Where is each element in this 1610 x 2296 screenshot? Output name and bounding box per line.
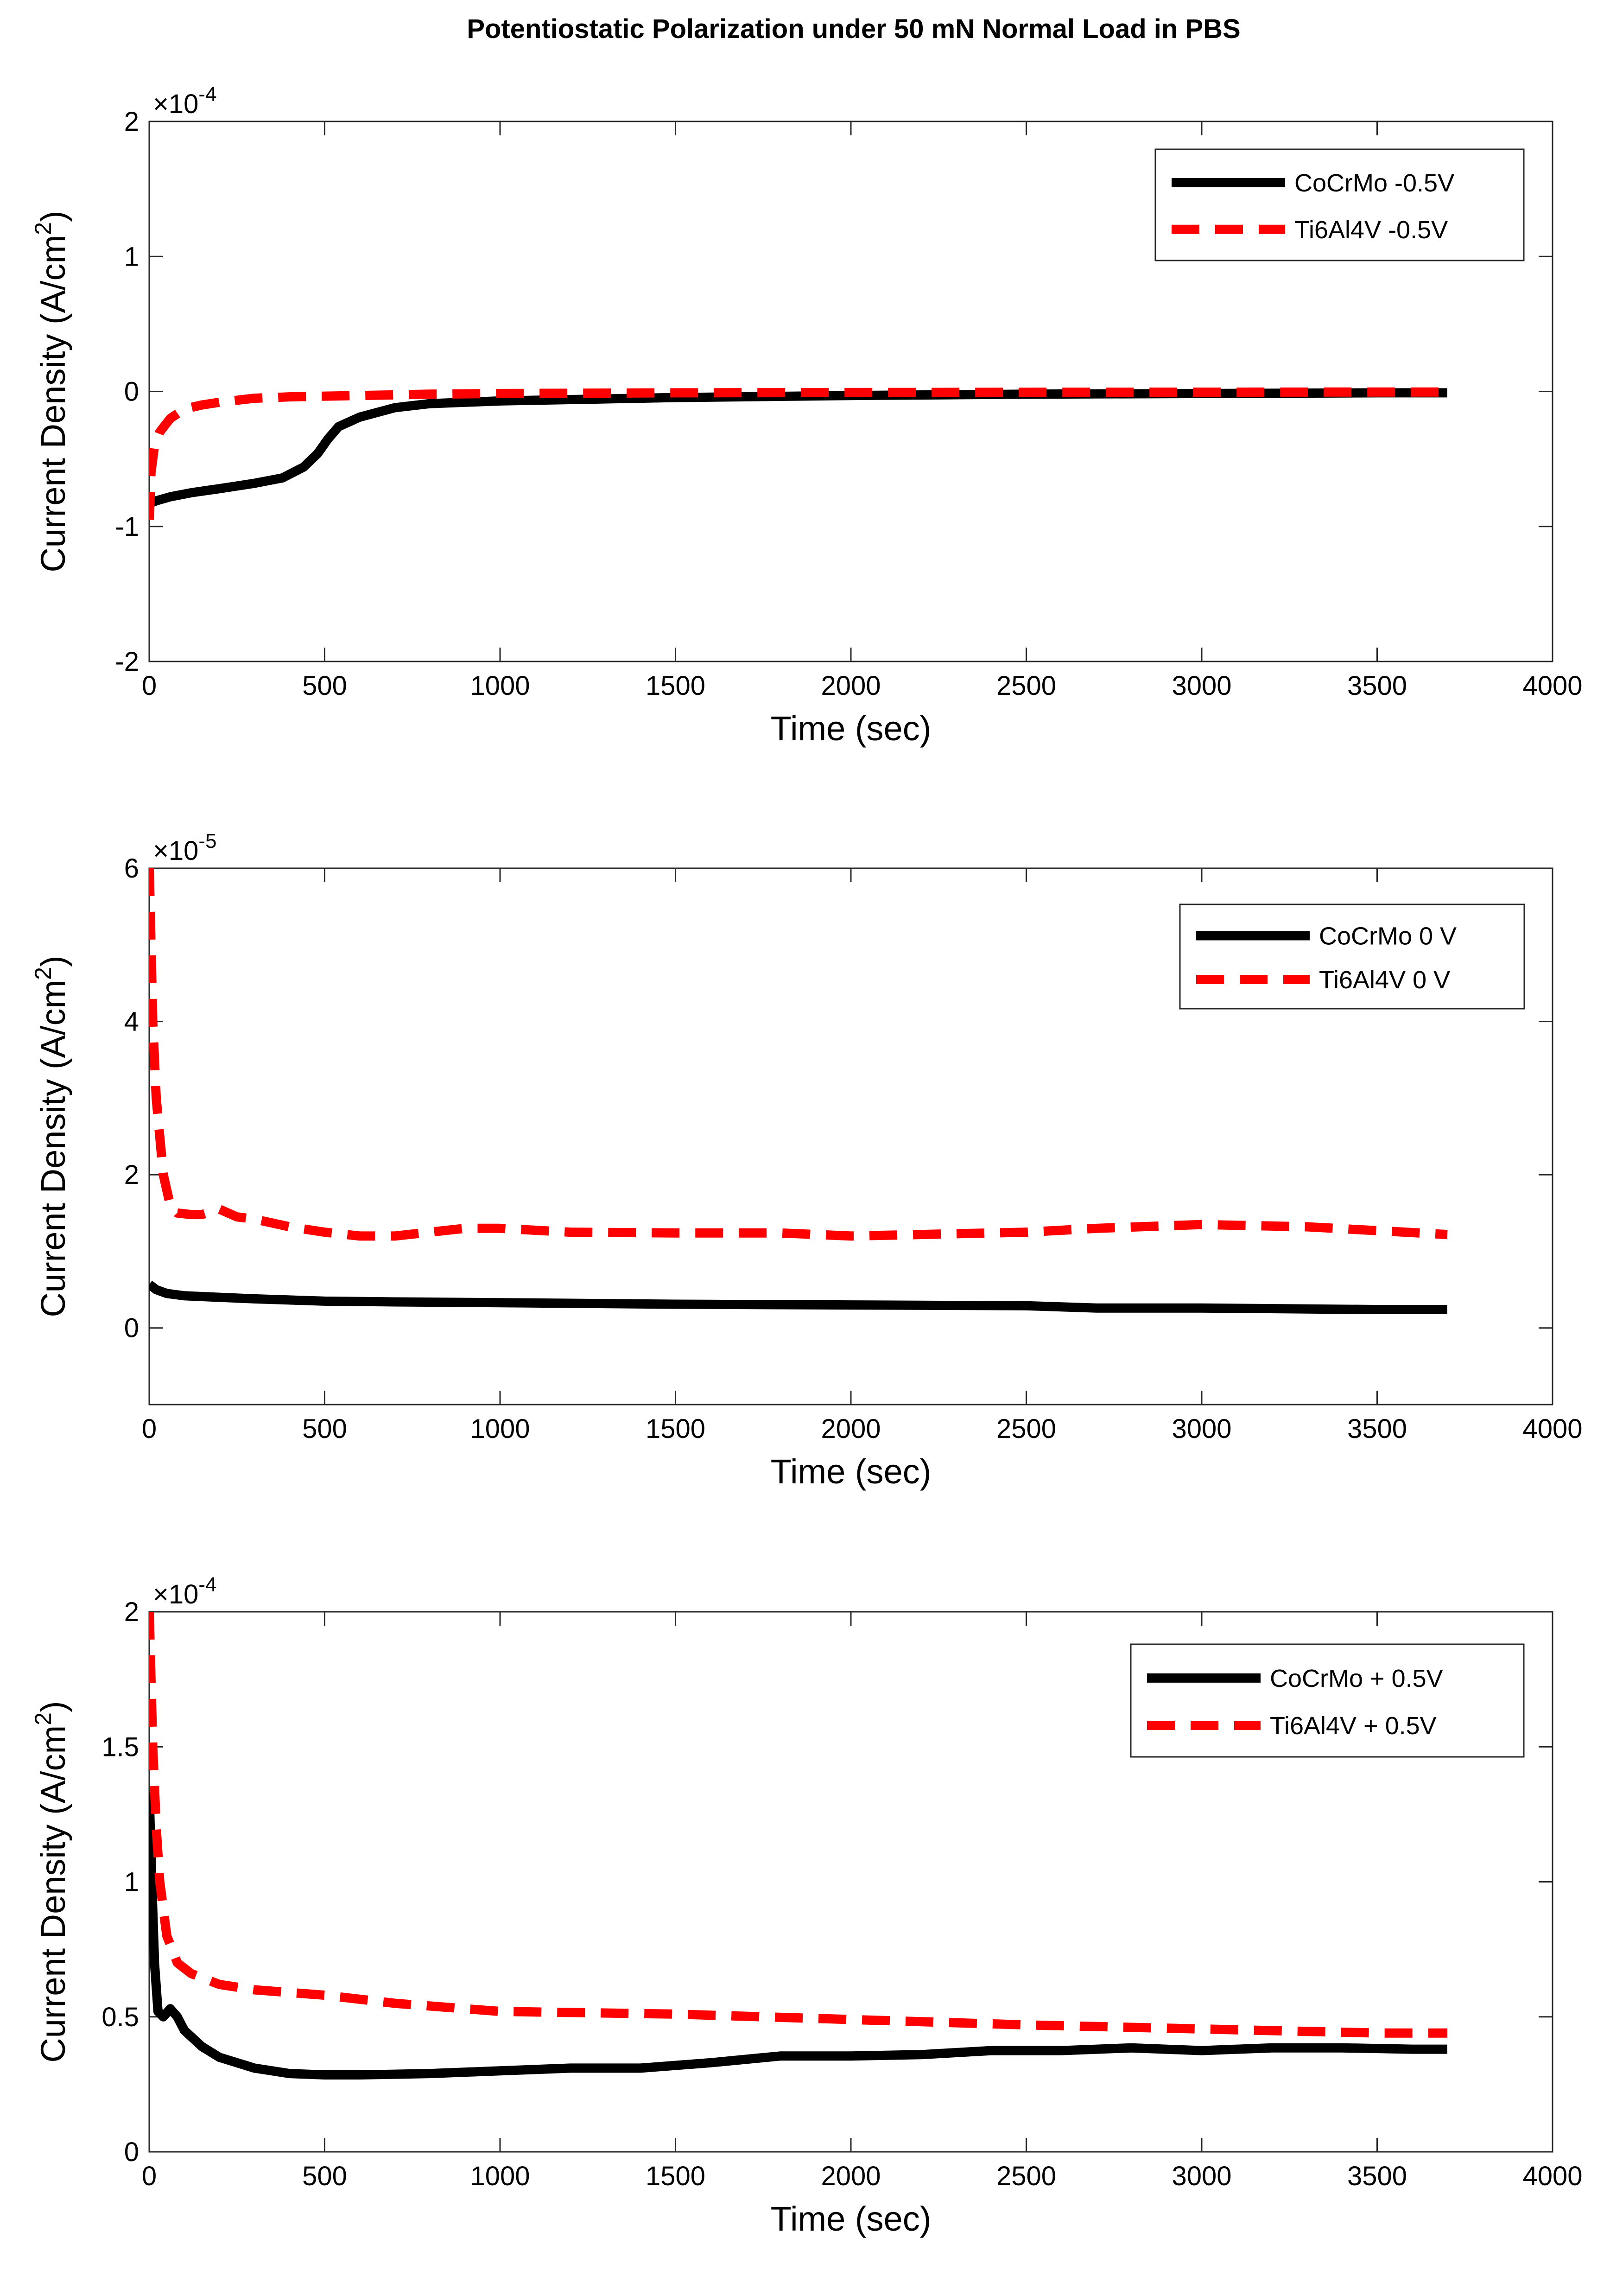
x-tick-label: 3500 — [1347, 2161, 1407, 2191]
y-tick-label: 0 — [124, 377, 139, 407]
axis-multiplier-exponent: -5 — [198, 830, 216, 852]
x-tick-label: 3500 — [1347, 1414, 1407, 1444]
x-tick-label: 2000 — [821, 2161, 881, 2191]
x-tick-label: 4000 — [1522, 1414, 1582, 1444]
series-line-ti6al4v — [149, 1612, 1447, 2038]
y-axis-label: Current Density (A/cm2) — [30, 210, 72, 572]
axis-multiplier-base: ×10 — [153, 836, 198, 866]
x-tick-label: 3500 — [1347, 671, 1407, 701]
chart-1: 0 500 1000 1500 2000 2500 3000 3500 4000 -2 -1 0 1 2 ×… — [30, 83, 1583, 748]
legend-box — [1154, 148, 1525, 261]
figure-title: Potentiostatic Polarization under 50 mN … — [467, 14, 1240, 44]
x-tick-label: 0 — [142, 671, 157, 701]
y-axis-label: Current Density (A/cm2) — [30, 955, 72, 1317]
x-tick-label: 3000 — [1172, 1414, 1231, 1444]
series-line-cocrmo — [149, 388, 1447, 508]
x-tick-label: 0 — [142, 2161, 157, 2191]
x-tick-label: 1000 — [470, 2161, 530, 2191]
y-tick-label: 1 — [124, 242, 139, 272]
x-tick-label: 1500 — [646, 671, 705, 701]
x-axis-label: Time (sec) — [771, 1452, 932, 1491]
chart-2: 0 500 1000 1500 2000 2500 3000 3500 4000 0 2 4 6 ×10-… — [30, 830, 1583, 1491]
y-tick-label: 1 — [124, 1867, 139, 1897]
legend: CoCrMo + 0.5V Ti6Al4V + 0.5V — [1130, 1643, 1525, 1758]
axis-multiplier-exponent: -4 — [198, 1573, 216, 1596]
x-tick-label: 1500 — [646, 2161, 705, 2191]
y-axis-label-main: Current Density (A/cm — [34, 980, 72, 1317]
y-tick-label: -2 — [115, 647, 139, 677]
legend-box — [1179, 903, 1525, 1010]
y-axis-label: Current Density (A/cm2) — [30, 1701, 72, 2062]
x-tick-label: 3000 — [1172, 671, 1231, 701]
axis-multiplier-base: ×10 — [153, 89, 198, 119]
x-tick-label: 500 — [302, 2161, 347, 2191]
x-tick-label: 4000 — [1522, 671, 1582, 701]
x-tick-label: 2000 — [821, 1414, 881, 1444]
x-tick-label: 1000 — [470, 671, 530, 701]
y-tick-label: 1.5 — [101, 1732, 139, 1762]
x-tick-label: 1000 — [470, 1414, 530, 1444]
x-tick-label: 0 — [142, 1414, 157, 1444]
series-line-cocrmo — [149, 1280, 1447, 1314]
y-tick-label: 2 — [124, 107, 139, 137]
legend-label: CoCrMo + 0.5V — [1270, 1665, 1443, 1692]
chart-3: 0 500 1000 1500 2000 2500 3000 3500 4000 0 0.5 1 1.5… — [30, 1573, 1583, 2238]
y-tick-label: -1 — [115, 512, 139, 542]
x-tick-label: 2500 — [996, 671, 1056, 701]
y-tick-label: 0 — [124, 1313, 139, 1343]
legend-label: CoCrMo -0.5V — [1294, 169, 1454, 197]
legend-label: Ti6Al4V 0 V — [1319, 966, 1450, 994]
legend: CoCrMo 0 V Ti6Al4V 0 V — [1179, 903, 1525, 1010]
y-tick-label: 2 — [124, 1160, 139, 1190]
y-axis-label-close: ) — [34, 955, 72, 967]
x-tick-label: 2500 — [996, 2161, 1056, 2191]
y-tick-label: 4 — [124, 1007, 139, 1037]
x-tick-label: 500 — [302, 671, 347, 701]
axis-multiplier: ×10-4 — [153, 83, 217, 119]
legend-label: Ti6Al4V + 0.5V — [1270, 1712, 1437, 1740]
legend-label: Ti6Al4V -0.5V — [1294, 216, 1448, 244]
axis-multiplier-base: ×10 — [153, 1579, 198, 1609]
legend-label: CoCrMo 0 V — [1319, 922, 1457, 950]
axis-multiplier: ×10-4 — [153, 1573, 217, 1609]
axis-multiplier: ×10-5 — [153, 830, 217, 866]
x-tick-label: 2500 — [996, 1414, 1056, 1444]
y-axis-label-close: ) — [34, 1701, 72, 1712]
y-axis-label-main: Current Density (A/cm — [34, 235, 72, 572]
y-tick-label: 0.5 — [101, 2002, 139, 2032]
series-line-ti6al4v — [149, 387, 1447, 520]
y-axis-label-superscript: 2 — [30, 222, 56, 235]
y-axis-label-superscript: 2 — [30, 1712, 56, 1725]
x-axis-label: Time (sec) — [771, 2200, 932, 2238]
y-tick-label: 6 — [124, 853, 139, 884]
x-tick-label: 500 — [302, 1414, 347, 1444]
x-tick-label: 2000 — [821, 671, 881, 701]
y-axis-label-main: Current Density (A/cm — [34, 1725, 72, 2063]
axis-multiplier-exponent: -4 — [198, 83, 216, 106]
y-tick-label: 2 — [124, 1597, 139, 1627]
y-axis-label-close: ) — [34, 210, 72, 222]
y-tick-label: 0 — [124, 2137, 139, 2167]
x-tick-label: 1500 — [646, 1414, 705, 1444]
series-line-cocrmo — [149, 1793, 1447, 2080]
x-tick-label: 4000 — [1522, 2161, 1582, 2191]
x-axis-label: Time (sec) — [771, 709, 932, 748]
legend-box — [1130, 1643, 1525, 1758]
y-axis-label-superscript: 2 — [30, 967, 56, 980]
x-tick-label: 3000 — [1172, 2161, 1231, 2191]
legend: CoCrMo -0.5V Ti6Al4V -0.5V — [1154, 148, 1525, 261]
